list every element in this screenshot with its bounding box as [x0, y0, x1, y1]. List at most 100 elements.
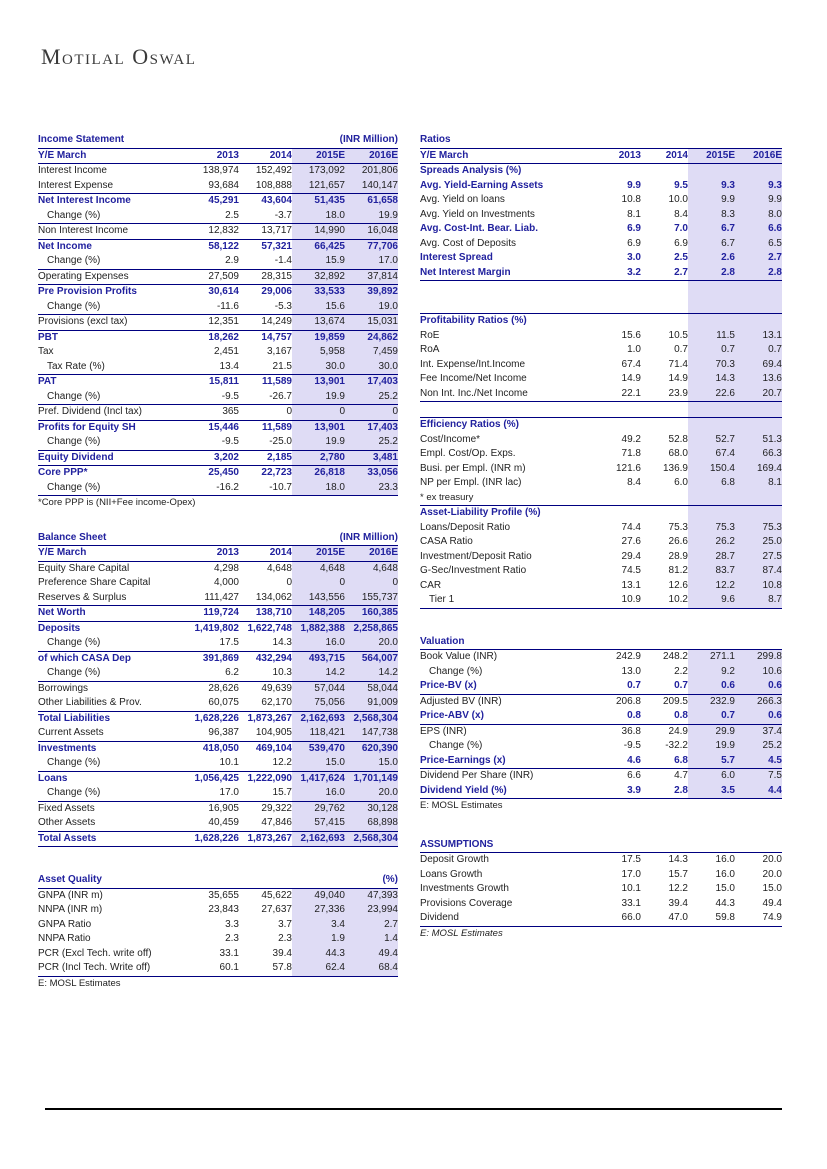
- table-row: Non Interest Income 12,832 13,717 14,990 16,…: [38, 223, 398, 239]
- cell-value: 23.9: [668, 387, 688, 399]
- cell-value: 17.0: [621, 868, 641, 880]
- cell-value: 35,655: [208, 889, 239, 901]
- cell-value: 24,862: [345, 330, 398, 345]
- cell-value: 49.2: [621, 433, 641, 445]
- cell-value: 2,451: [213, 346, 239, 357]
- cell-value: 25.2: [735, 739, 782, 754]
- row-label: Avg. Yield on Investments: [420, 208, 535, 220]
- row-label: Change (%): [47, 209, 101, 221]
- cell-value: 169.4: [735, 461, 782, 476]
- cell-value: 9.9: [735, 193, 782, 208]
- table-row: Change (%) 17.0 15.7 16.0 20.0: [38, 786, 398, 801]
- cell-value: 0: [345, 405, 398, 420]
- asset-quality-table: Asset Quality (%) GNPA (INR m) 35,655 45,622…: [38, 873, 398, 991]
- table-row: Net Worth 119,724 138,710 148,205 160,385: [38, 605, 398, 621]
- cell-value: 29,006: [261, 286, 292, 297]
- cell-value: 13,901: [292, 375, 345, 390]
- cell-value: 23.3: [345, 480, 398, 495]
- cell-value: 74.9: [762, 912, 782, 923]
- row-label: Tax Rate (%): [47, 360, 105, 372]
- cell-value: 10.1: [219, 757, 239, 768]
- cell-value: 22,723: [261, 467, 292, 478]
- cell-value: 111,427: [204, 591, 239, 603]
- table-row: Book Value (INR) 242.9 248.2 271.1 299.8: [420, 650, 782, 665]
- cell-value: 52.7: [688, 432, 735, 447]
- cell-value: 17,403: [345, 420, 398, 435]
- cell-value: 201,806: [345, 164, 398, 179]
- cell-value: 2014: [665, 149, 688, 161]
- cell-value: 9.3: [735, 178, 782, 193]
- cell-value: 2.8: [688, 265, 735, 280]
- cell-value: 0.8: [674, 710, 688, 721]
- cell-value: 10.2: [668, 594, 688, 605]
- cell-value: 4.7: [674, 770, 688, 781]
- cell-value: 23,843: [208, 904, 239, 915]
- table-row: CAR 13.1 12.6 12.2 10.8: [420, 578, 782, 593]
- cell-value: 2,162,693: [292, 711, 345, 726]
- table-title: Ratios: [420, 133, 782, 149]
- cell-value: 8.0: [735, 207, 782, 222]
- cell-value: 1,882,388: [292, 621, 345, 636]
- cell-value: 19.0: [345, 299, 398, 314]
- cell-value: [688, 418, 735, 433]
- cell-value: 19.9: [292, 389, 345, 404]
- cell-value: 2,258,865: [345, 621, 398, 636]
- cell-value: 45,291: [208, 195, 239, 206]
- row-label: Book Value (INR): [420, 651, 498, 662]
- cell-value: [688, 314, 735, 329]
- cell-value: 3,202: [213, 451, 239, 463]
- cell-value: 2,568,304: [345, 711, 398, 726]
- row-label: Fixed Assets: [38, 802, 95, 814]
- row-label: EPS (INR): [420, 725, 467, 737]
- cell-value: 10.0: [668, 194, 688, 205]
- cell-value: 57,044: [292, 681, 345, 696]
- cell-value: 4,648: [345, 561, 398, 576]
- cell-value: 1,701,149: [345, 771, 398, 786]
- cell-value: 16.0: [715, 868, 735, 880]
- cell-value: 74.5: [621, 565, 641, 576]
- row-label: Non Interest Income: [38, 225, 129, 236]
- cell-value: 2015E: [292, 546, 345, 561]
- cell-value: 22.6: [688, 386, 735, 401]
- cell-value: 18.0: [292, 480, 345, 495]
- cell-value: 22.1: [621, 387, 641, 399]
- row-label: Provisions Coverage: [420, 897, 513, 909]
- row-label: Price-ABV (x): [420, 710, 484, 721]
- row-label: Preference Share Capital: [38, 577, 151, 588]
- table-row: PCR (Incl Tech. Write off) 60.1 57.8 62.4 68…: [38, 961, 398, 977]
- cell-value: 51.3: [735, 432, 782, 447]
- cell-value: 21.5: [272, 360, 292, 372]
- cell-value: 10.6: [735, 664, 782, 679]
- cell-value: 155,737: [345, 590, 398, 605]
- cell-value: 30,614: [208, 286, 239, 297]
- cell-value: 9.9: [627, 179, 641, 191]
- table-row: NNPA Ratio 2.3 2.3 1.9 1.4: [38, 932, 398, 947]
- row-label: Asset-Liability Profile (%): [420, 507, 541, 518]
- table-row: Empl. Cost/Op. Exps. 71.8 68.0 67.4 66.3: [420, 447, 782, 462]
- cell-value: 57.8: [272, 962, 292, 973]
- cell-value: 0.7: [674, 680, 688, 691]
- table-row: NP per Empl. (INR lac) 8.4 6.0 6.8 8.1: [420, 476, 782, 491]
- table-row: Total Assets 1,628,226 1,873,267 2,162,693 2…: [38, 830, 398, 847]
- table-year-header: Y/E March 2013 2014 2015E 2016E: [38, 546, 398, 562]
- table-title: Asset Quality (%): [38, 873, 398, 889]
- row-label: Borrowings: [38, 682, 89, 694]
- cell-value: 2014: [269, 547, 292, 558]
- row-label: GNPA (INR m): [38, 889, 103, 901]
- footnote: E: MOSL Estimates: [420, 927, 503, 939]
- row-label: CASA Ratio: [420, 536, 473, 547]
- table-row: Tier 1 10.9 10.2 9.6 8.7: [420, 593, 782, 609]
- cell-value: 87.4: [735, 564, 782, 579]
- cell-value: 2013: [216, 149, 239, 161]
- cell-value: 2015E: [688, 148, 735, 163]
- cell-value: 3.3: [225, 918, 239, 930]
- cell-value: 147,738: [345, 726, 398, 741]
- cell-value: 152,492: [255, 165, 292, 176]
- cell-value: 16.0: [715, 854, 735, 865]
- row-label: Pre Provision Profits: [38, 286, 137, 297]
- table-row: Net Interest Margin 3.2 2.7 2.8 2.8: [420, 265, 782, 281]
- cell-value: 2,162,693: [292, 831, 345, 846]
- table-row: Loans 1,056,425 1,222,090 1,417,624 1,701,14…: [38, 770, 398, 786]
- table-row: Equity Dividend 3,202 2,185 2,780 3,481: [38, 449, 398, 465]
- cell-value: 27,509: [208, 270, 239, 282]
